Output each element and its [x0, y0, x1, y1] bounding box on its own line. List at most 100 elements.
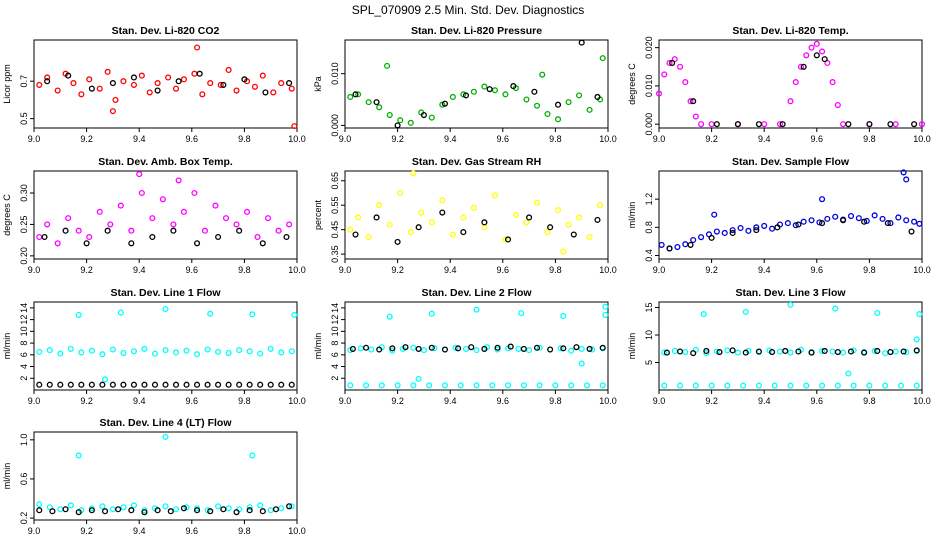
data-point — [428, 310, 435, 317]
data-point — [462, 92, 470, 99]
data-point — [115, 506, 122, 513]
data-point — [373, 99, 380, 106]
y-tick-label: 1.0 — [19, 434, 29, 447]
data-point — [286, 221, 293, 228]
data-point — [151, 381, 159, 388]
series — [349, 343, 606, 353]
data-point — [742, 349, 749, 356]
y-axis-label: ml/min — [2, 463, 12, 490]
x-tick-label: 10.0 — [599, 265, 617, 275]
data-point — [151, 350, 159, 357]
data-point — [769, 225, 776, 232]
data-point — [267, 381, 274, 388]
data-point — [241, 76, 248, 83]
data-point — [441, 346, 448, 353]
panel-title: Stan. Dev. Amb. Box Temp. — [98, 156, 233, 168]
data-point — [473, 306, 480, 313]
data-point — [365, 99, 372, 106]
data-point — [505, 382, 512, 389]
x-tick-label: 9.8 — [238, 134, 251, 144]
data-point — [489, 382, 496, 389]
y-tick-label: 6 — [330, 352, 340, 357]
data-point — [397, 117, 404, 124]
y-tick-label: 0.6 — [19, 473, 29, 486]
panel-ambbox: Stan. Dev. Amb. Box Temp. degrees C 9.0 9.2… — [2, 156, 306, 275]
data-point — [88, 507, 95, 514]
data-point — [742, 308, 749, 315]
data-point — [655, 90, 663, 97]
data-point — [570, 231, 577, 238]
series — [655, 40, 926, 128]
data-point — [262, 89, 269, 96]
data-point — [196, 70, 203, 77]
data-point — [708, 234, 715, 241]
data-point — [130, 74, 137, 81]
x-tick-label: 10.0 — [288, 526, 306, 536]
data-point — [99, 381, 106, 388]
panel-title: Stan. Dev. Line 4 (LT) Flow — [99, 417, 232, 429]
data-point — [708, 382, 715, 389]
data-point — [536, 382, 543, 389]
data-point — [78, 381, 85, 388]
data-point — [278, 381, 285, 388]
data-point — [692, 382, 699, 389]
data-point — [251, 83, 258, 90]
data-point — [784, 220, 791, 227]
data-point — [578, 39, 585, 46]
x-tick-label: 9.4 — [758, 134, 771, 144]
y-tick-label: 0.020 — [644, 36, 654, 59]
y-tick-label: 0.010 — [330, 62, 340, 85]
data-point — [194, 381, 201, 388]
data-point — [418, 209, 425, 216]
data-point — [834, 382, 841, 389]
data-point — [165, 74, 172, 81]
data-point — [215, 348, 222, 355]
data-point — [215, 503, 222, 510]
data-point — [386, 221, 393, 228]
data-point — [776, 121, 784, 128]
x-tick-label: 9.2 — [80, 396, 93, 406]
data-point — [117, 309, 124, 316]
data-point — [243, 208, 251, 215]
data-point — [288, 381, 295, 388]
data-point — [138, 189, 145, 197]
plot-frame — [658, 170, 923, 260]
data-point — [233, 87, 240, 94]
data-point — [146, 89, 153, 96]
x-tick-label: 9.0 — [28, 134, 41, 144]
data-point — [88, 85, 95, 92]
data-point — [246, 504, 253, 511]
data-point — [470, 204, 477, 211]
y-tick-label: 0.4 — [644, 249, 654, 262]
x-tick-label: 9.8 — [238, 526, 251, 536]
data-point — [394, 382, 401, 389]
data-point — [599, 382, 606, 389]
data-point — [394, 122, 401, 129]
y-axis-label: ml/min — [2, 333, 12, 360]
y-tick-label: 10 — [644, 330, 654, 340]
panel-pressure: Stan. Dev. Li-820 Pressure kPa 9.0 9.2 9.4 9.… — [313, 25, 617, 144]
x-tick-label: 9.6 — [186, 526, 199, 536]
data-point — [259, 508, 266, 515]
plot-frame — [344, 39, 609, 129]
data-point — [376, 104, 383, 111]
data-point — [819, 347, 826, 355]
x-tick-label: 9.6 — [811, 396, 824, 406]
data-point — [275, 227, 282, 234]
data-point — [272, 506, 280, 513]
data-point — [845, 121, 852, 128]
data-point — [536, 344, 543, 351]
data-point — [267, 345, 274, 352]
data-point — [507, 343, 514, 350]
x-tick-label: 9.6 — [186, 134, 199, 144]
x-tick-label: 10.0 — [288, 265, 306, 275]
y-tick-label: 2 — [19, 376, 29, 381]
y-tick-label: 0.5 — [19, 112, 29, 125]
data-point — [740, 382, 747, 389]
x-tick-label: 10.0 — [913, 396, 931, 406]
data-point — [278, 80, 285, 87]
data-point — [207, 80, 214, 87]
data-point — [109, 80, 116, 87]
figure-title: SPL_070909 2.5 Min. Std. Dev. Diagnostic… — [352, 3, 585, 17]
data-point — [800, 218, 807, 225]
